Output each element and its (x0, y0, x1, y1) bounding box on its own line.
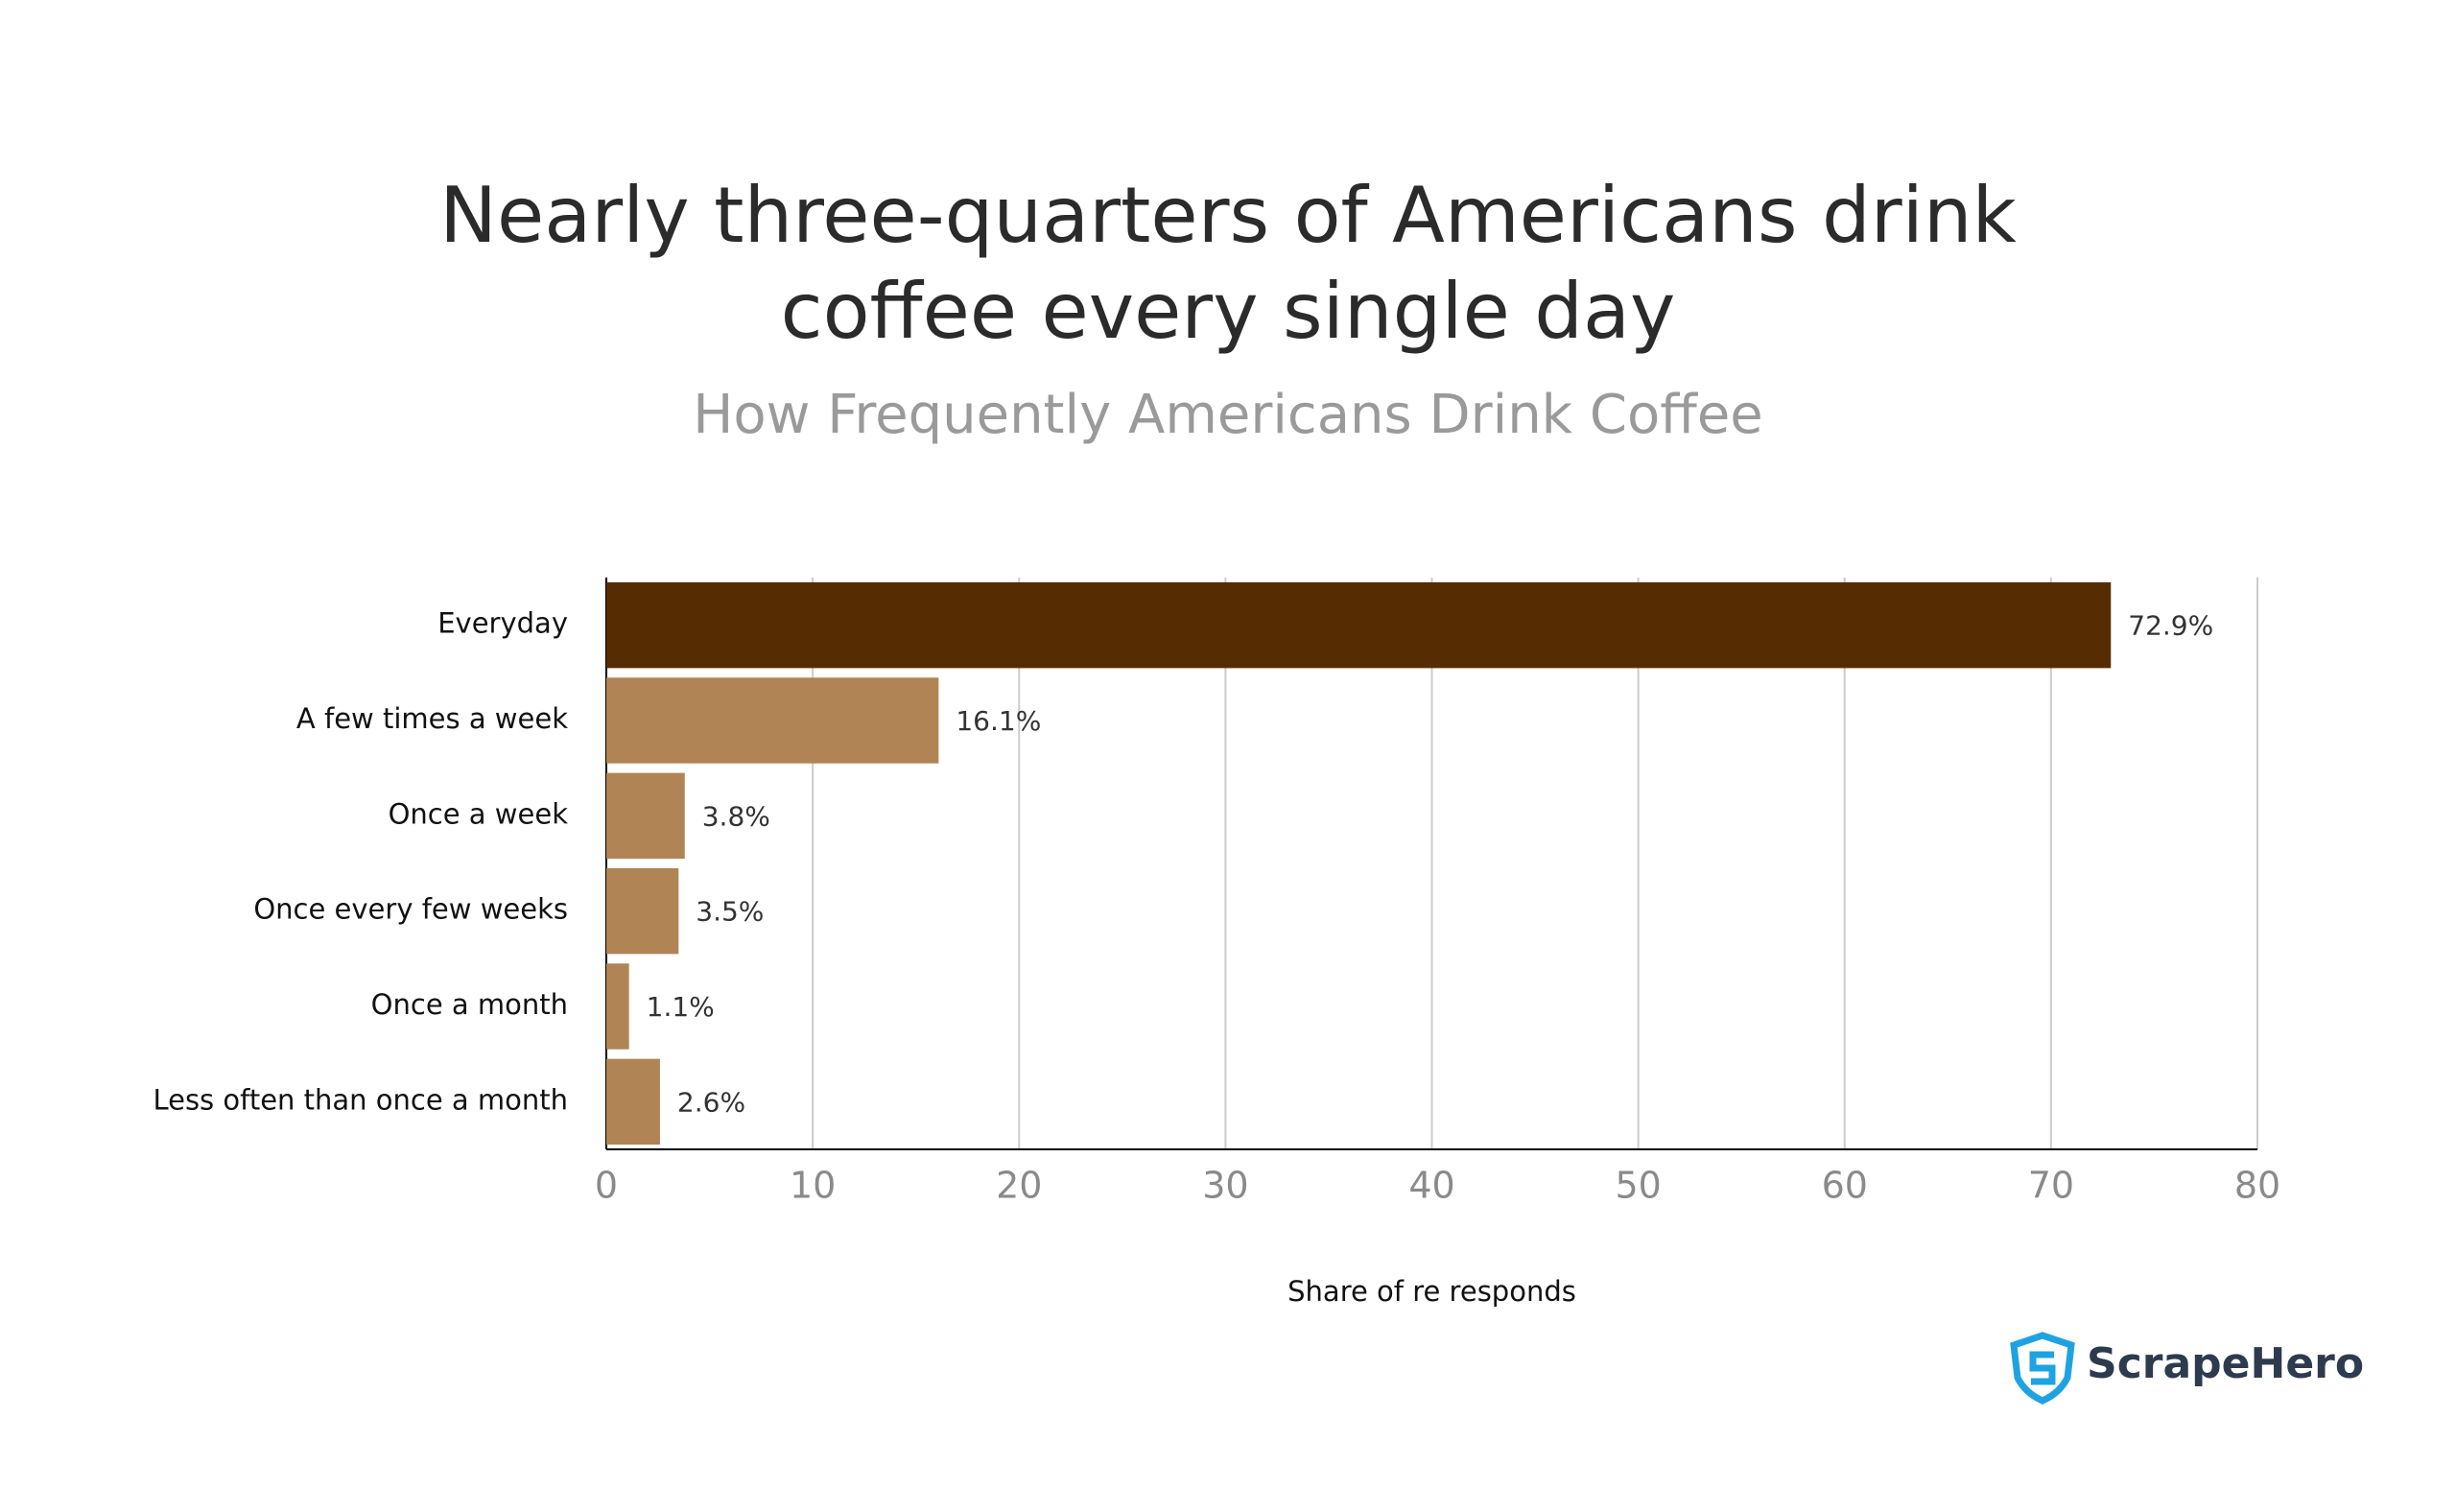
x-tick-label: 50 (1615, 1165, 1661, 1207)
y-tick-label: A few times a week (296, 702, 568, 735)
value-label: 3.8% (702, 800, 770, 832)
value-label: 3.5% (696, 896, 764, 928)
bar (606, 867, 679, 955)
value-label: 1.1% (647, 991, 715, 1023)
x-tick-label: 10 (790, 1165, 836, 1207)
y-tick-label: Once a month (371, 988, 568, 1021)
bar (606, 963, 629, 1050)
value-label: 16.1% (956, 705, 1041, 737)
x-tick-label: 20 (996, 1165, 1042, 1207)
x-tick-label: 70 (2028, 1165, 2074, 1207)
x-tick-label: 40 (1408, 1165, 1454, 1207)
value-label: 2.6% (677, 1086, 745, 1118)
y-tick-label: Less often than once a month (153, 1083, 568, 1116)
bar (606, 772, 685, 860)
x-axis-title: Share of re responds (1287, 1275, 1576, 1308)
x-tick-label: 0 (595, 1165, 618, 1207)
bar (606, 1058, 660, 1146)
x-tick-label: 30 (1202, 1165, 1248, 1207)
bar (606, 581, 2112, 669)
chart-title: Nearly three-quarters of Americans drink… (439, 171, 2017, 356)
logo-icon (2010, 1332, 2075, 1405)
value-label: 72.9% (2128, 610, 2213, 642)
x-tick-label: 60 (1822, 1165, 1868, 1207)
bar (606, 677, 939, 764)
y-tick-label: Everyday (437, 607, 568, 640)
logo-text: ScrapeHero (2087, 1339, 2364, 1388)
y-tick-label: Once every few weeks (253, 893, 568, 926)
x-tick-label: 80 (2234, 1165, 2280, 1207)
chart-subtitle: How Frequently Americans Drink Coffee (693, 384, 1763, 446)
y-tick-label: Once a week (389, 797, 569, 830)
